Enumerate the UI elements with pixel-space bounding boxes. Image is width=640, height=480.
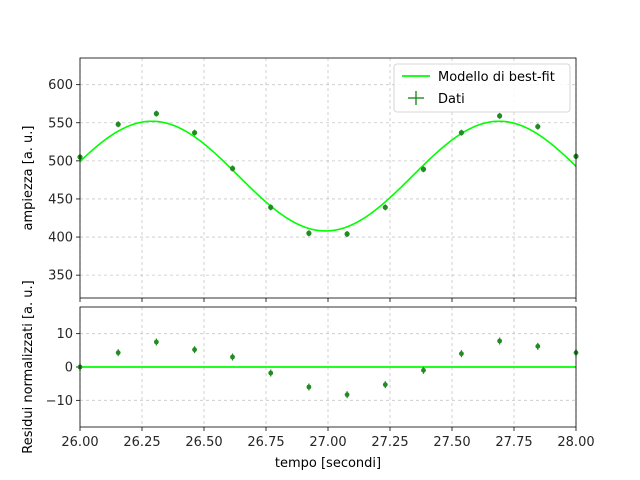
residual-point: [306, 384, 312, 390]
data-point: [229, 165, 236, 172]
residual-point: [459, 351, 464, 357]
main-ytick-label: 500: [48, 154, 73, 169]
data-point: [344, 231, 350, 237]
main-ytick-label: 450: [48, 192, 73, 207]
legend-box: [393, 63, 571, 113]
data-point: [458, 130, 465, 136]
residual-point: [497, 338, 503, 344]
residuals-axes-frame: [79, 306, 577, 428]
residual-point: [230, 354, 235, 360]
legend-label-fit: Modello di best-fit: [438, 70, 555, 85]
residuals-xtick-label: 26.75: [247, 435, 284, 450]
data-point: [420, 166, 427, 172]
residual-point: [421, 367, 426, 373]
residuals-xtick-label: 28.00: [557, 435, 594, 450]
residual-point: [153, 339, 159, 345]
residuals-xtick-label: 27.25: [371, 435, 408, 450]
residuals-ytick-label: 0: [65, 361, 73, 376]
main-ytick-label: 400: [48, 231, 73, 246]
residual-point: [268, 370, 274, 376]
residuals-xtick-label: 27.75: [495, 435, 532, 450]
legend-label-data: Dati: [438, 92, 465, 107]
residuals-ylabel: Residui normalizzati [a. u.]: [21, 280, 36, 453]
data-point: [497, 113, 503, 119]
best-fit-line: [79, 120, 577, 232]
data-point: [268, 204, 274, 210]
residuals-xtick-label: 26.50: [185, 435, 222, 450]
data-point: [382, 204, 388, 210]
residuals-xtick-label: 26.25: [123, 435, 160, 450]
residuals-xtick-label: 26.00: [61, 435, 98, 450]
data-point: [306, 230, 312, 236]
residuals-xlabel: tempo [secondi]: [275, 456, 381, 471]
data-point: [191, 130, 198, 136]
residuals-ytick-label: 10: [56, 327, 73, 342]
residual-point: [192, 347, 197, 353]
residuals-ytick-label: −10: [46, 394, 73, 409]
main-ytick-label: 600: [48, 78, 73, 93]
residual-point: [115, 350, 121, 356]
data-point: [535, 123, 541, 130]
main-ylabel: ampiezza [a. u.]: [21, 126, 36, 231]
data-point: [115, 121, 121, 127]
main-ytick-label: 350: [48, 269, 73, 284]
residual-point: [382, 382, 388, 388]
data-point: [153, 111, 159, 117]
main-axes-frame: [79, 57, 577, 299]
residuals-xtick-label: 27.50: [433, 435, 470, 450]
residual-point: [535, 343, 541, 349]
residuals-xtick-label: 27.00: [309, 435, 346, 450]
main-ytick-label: 550: [48, 116, 73, 131]
residual-point: [344, 392, 350, 398]
